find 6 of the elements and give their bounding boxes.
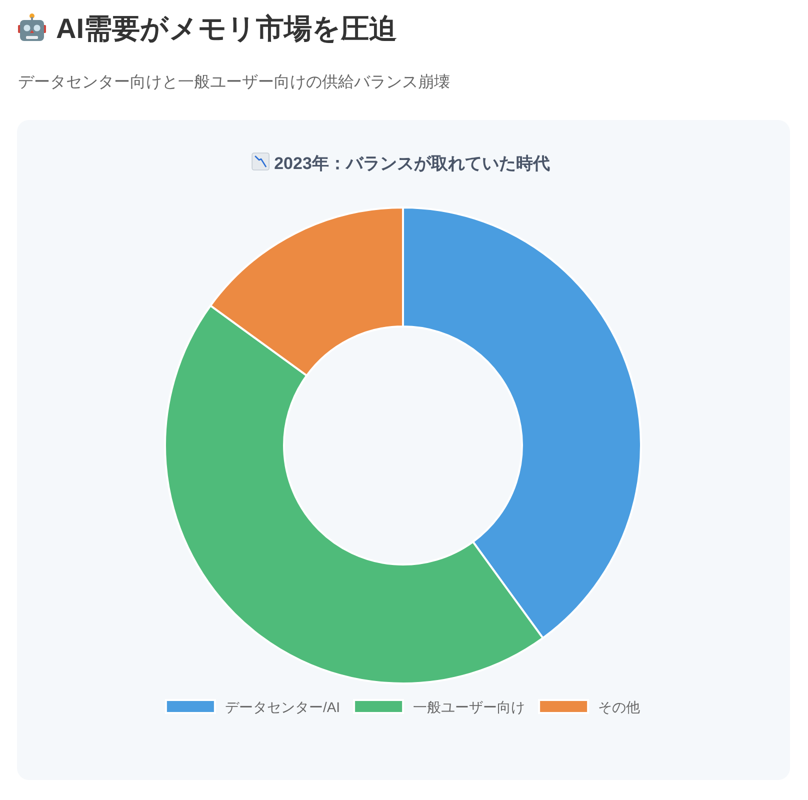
legend-label: 一般ユーザー向け bbox=[413, 699, 526, 715]
chart-title: AI需要がメモリ市場を圧迫 bbox=[56, 13, 397, 44]
legend-label: データセンター/AI bbox=[224, 699, 340, 715]
text: 2023年：バランスが取れていた時代 bbox=[274, 154, 550, 173]
chart-subtitle: データセンター向けと一般ユーザー向けの供給バランス崩壊 bbox=[18, 73, 450, 91]
legend-label: その他 bbox=[598, 699, 640, 715]
